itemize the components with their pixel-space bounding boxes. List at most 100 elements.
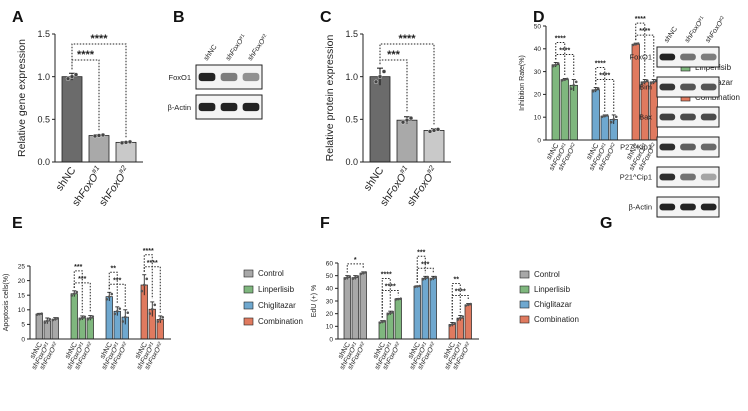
blot-row-label: FoxO1	[629, 52, 652, 61]
bar	[369, 76, 391, 163]
category-sup: #2	[463, 341, 471, 349]
data-point	[92, 133, 98, 139]
data-point	[636, 42, 640, 45]
protein-band	[659, 53, 676, 61]
y-tick-label: 20	[534, 92, 542, 99]
category-gene: NC	[68, 342, 79, 354]
category-prefix: sh	[444, 361, 454, 371]
data-point	[91, 315, 95, 318]
data-point	[435, 127, 441, 132]
significance-bracket	[595, 67, 606, 112]
data-point	[645, 79, 649, 82]
data-point	[631, 43, 635, 47]
data-point	[469, 302, 473, 306]
bar	[464, 304, 472, 340]
data-point	[415, 285, 419, 288]
y-tick-label: 25	[18, 263, 26, 270]
category-sup: #2	[568, 142, 576, 150]
data-point	[153, 303, 157, 307]
category-prefix: sh	[626, 151, 636, 161]
category-prefix: sh	[101, 361, 111, 371]
significance-bracket	[71, 43, 127, 138]
data-point	[400, 120, 406, 125]
data-point	[123, 140, 129, 145]
data-point	[596, 87, 600, 90]
protein-band	[659, 113, 676, 121]
protein-band	[680, 173, 696, 181]
category-prefix: sh	[407, 350, 417, 360]
chart-panel-a: 0.0 0.5 1.0 1.5 Relative gene expression shNC…	[16, 29, 143, 209]
protein-band	[680, 53, 696, 61]
category-sup: #2	[608, 142, 616, 150]
category-sup: #2	[424, 163, 436, 175]
lane-gene: NC	[207, 44, 219, 56]
data-point	[652, 80, 656, 84]
legend-swatch	[519, 300, 530, 309]
significance-label: ***	[78, 276, 86, 283]
data-point	[75, 290, 79, 294]
lane-sup: #2	[717, 14, 725, 22]
data-point	[148, 312, 152, 315]
panel-letter-a: A	[12, 9, 24, 26]
y-tick-label: 0.0	[37, 157, 50, 167]
y-tick-label: 10	[534, 114, 542, 121]
category-gene: NC	[411, 342, 422, 354]
bar	[51, 318, 59, 340]
data-point	[458, 316, 462, 320]
category-label: shNC	[99, 342, 114, 361]
legend-swatch	[519, 270, 530, 279]
blot-row-label: Bax	[639, 112, 652, 121]
category-label: shFoxO#2	[95, 163, 133, 208]
legend-swatch	[243, 301, 254, 310]
data-point	[408, 115, 414, 121]
category-gene: NC	[549, 143, 560, 155]
data-point	[556, 62, 560, 65]
panel-letter-e: E	[12, 215, 23, 232]
protein-band	[700, 53, 717, 61]
data-point	[381, 69, 387, 74]
significance-label: ****	[90, 33, 108, 45]
data-point	[86, 318, 90, 321]
y-tick-label: 0.5	[345, 114, 358, 124]
blot-row-label: β-Actin	[168, 103, 192, 112]
category-label: shNC	[134, 342, 149, 361]
blot-row-label: β-Actin	[629, 202, 653, 211]
legend-swatch	[243, 285, 254, 294]
category-gene: NC	[629, 143, 640, 155]
protein-band	[680, 83, 696, 91]
category-label: shNC	[407, 342, 422, 361]
chart-panel-c: 0.0 0.5 1.0 1.5 Relative protein expression s…	[324, 29, 451, 209]
data-point	[453, 321, 457, 325]
protein-band	[680, 143, 696, 151]
significance-label: ****	[143, 248, 154, 255]
y-tick-label: 1.5	[345, 29, 358, 39]
data-point	[434, 275, 438, 279]
significance-bracket	[379, 59, 408, 113]
data-point	[56, 316, 60, 320]
data-point	[156, 320, 160, 323]
category-prefix: sh	[64, 350, 74, 360]
data-point	[161, 316, 165, 319]
category-sup: #2	[393, 341, 401, 349]
bar	[591, 89, 600, 141]
category-prefix: sh	[442, 350, 452, 360]
category-gene: FoxO	[103, 172, 128, 200]
protein-band	[198, 102, 216, 112]
protein-band	[220, 72, 238, 82]
data-point	[110, 292, 114, 296]
protein-band	[680, 203, 696, 211]
blot-row-label: Bim	[639, 82, 652, 91]
bar	[343, 277, 351, 340]
category-gene: NC	[446, 342, 457, 354]
y-tick-label: 0	[329, 336, 333, 343]
legend-label: Chiglitazar	[258, 301, 296, 310]
protein-band	[242, 102, 260, 112]
data-point	[600, 115, 604, 119]
category-label: shNC	[586, 143, 601, 162]
lane-label: shNC	[203, 44, 219, 62]
data-point	[614, 115, 618, 119]
data-point	[643, 80, 647, 84]
significance-label: ****	[147, 260, 158, 267]
bar	[421, 277, 429, 340]
data-point	[69, 74, 75, 79]
